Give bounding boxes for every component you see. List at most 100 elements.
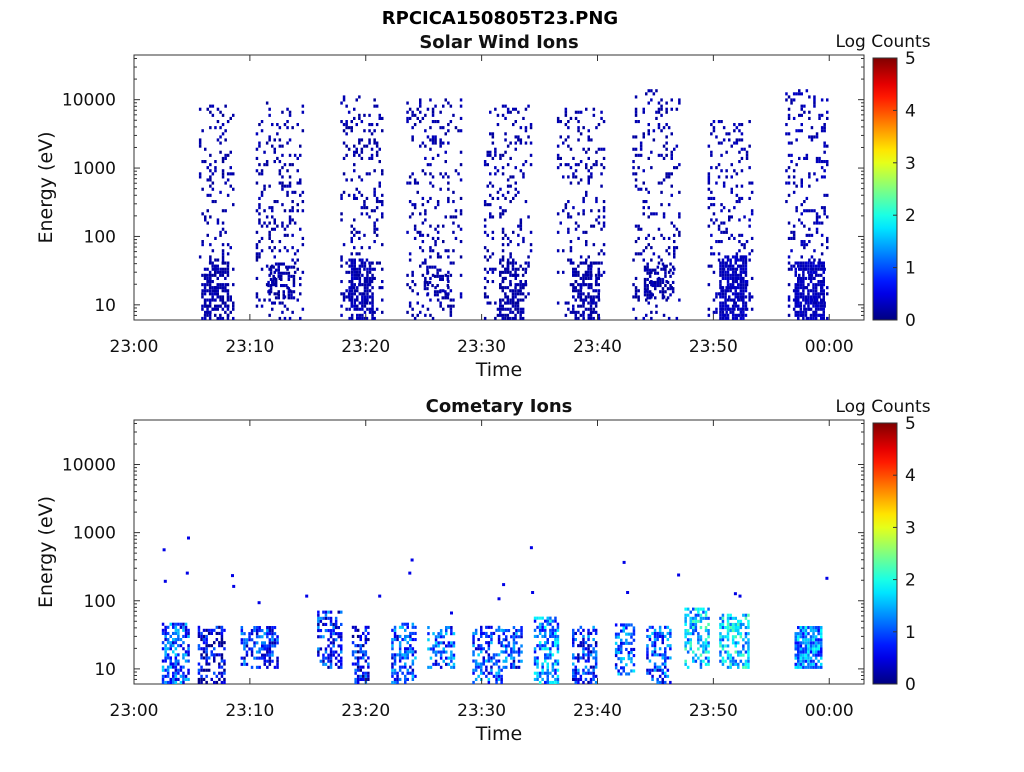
data-cell — [574, 656, 577, 660]
data-cell — [497, 653, 501, 657]
data-cell — [348, 292, 351, 296]
data-cell — [721, 638, 725, 642]
data-cell — [541, 665, 544, 669]
data-cell — [501, 270, 504, 274]
data-cell — [574, 631, 577, 635]
data-cell — [317, 613, 320, 617]
data-cell — [632, 166, 635, 170]
data-cell — [361, 264, 364, 268]
data-cell — [177, 668, 180, 672]
data-cell — [802, 656, 805, 660]
data-cell — [166, 656, 170, 660]
data-cell — [232, 267, 235, 271]
data-cell — [364, 671, 368, 675]
data-cell — [506, 307, 510, 311]
colorbar-label: Log Counts — [835, 397, 930, 417]
data-cell — [731, 629, 735, 633]
data-cell — [712, 120, 716, 124]
data-cell — [187, 644, 190, 648]
data-cell — [501, 172, 505, 176]
data-cell — [224, 286, 227, 290]
data-cell — [721, 635, 725, 639]
data-cell — [411, 203, 414, 207]
data-cell — [452, 298, 455, 302]
panel-title: Solar Wind Ions — [419, 32, 578, 53]
data-cell — [348, 280, 351, 284]
data-cell — [515, 641, 518, 645]
data-cell — [365, 196, 369, 200]
data-cell — [266, 635, 269, 639]
data-cell — [587, 147, 590, 151]
data-cell — [647, 243, 650, 247]
data-cell — [360, 246, 364, 250]
data-cell — [538, 644, 542, 648]
data-cell — [817, 650, 820, 654]
data-cell — [280, 277, 283, 281]
data-cell — [594, 653, 598, 657]
data-cell — [209, 169, 212, 173]
data-cell — [450, 650, 453, 654]
data-cell — [486, 150, 489, 154]
data-cell — [243, 632, 246, 636]
data-cell — [491, 196, 495, 200]
data-cell — [822, 313, 825, 317]
data-cell — [805, 196, 809, 200]
data-cell — [368, 276, 372, 280]
data-cell — [459, 163, 463, 167]
data-cell — [353, 261, 356, 265]
data-cell — [426, 135, 430, 139]
data-cell — [579, 289, 583, 293]
data-cell — [483, 246, 487, 250]
data-cell — [210, 628, 213, 632]
data-cell — [360, 193, 364, 197]
data-cell — [742, 267, 745, 271]
data-cell — [554, 680, 557, 684]
data-cell — [582, 292, 585, 296]
data-cell — [291, 246, 294, 250]
data-cell — [449, 104, 453, 108]
data-cell — [699, 616, 703, 620]
data-cell — [219, 233, 222, 237]
data-cell — [356, 286, 359, 290]
data-cell — [472, 659, 475, 663]
data-cell — [504, 313, 507, 317]
data-cell — [293, 190, 297, 194]
data-cell — [549, 671, 552, 675]
data-cell — [301, 243, 305, 247]
data-cell — [551, 674, 555, 678]
data-cell — [694, 653, 698, 657]
data-cell — [214, 273, 217, 277]
data-cell — [164, 628, 167, 632]
data-cell — [413, 113, 417, 117]
data-cell — [646, 628, 649, 632]
data-cell — [707, 616, 710, 620]
data-cell — [820, 267, 823, 271]
data-cell — [444, 273, 447, 277]
data-cell — [647, 129, 650, 133]
data-cell — [808, 135, 811, 139]
data-cell — [587, 631, 590, 635]
data-cell — [719, 653, 722, 657]
data-cell — [332, 626, 335, 630]
data-cell — [209, 215, 212, 219]
data-cell — [721, 267, 725, 271]
data-cell — [332, 644, 335, 648]
data-cell — [226, 178, 230, 182]
data-cell — [283, 304, 287, 308]
data-cell — [802, 641, 805, 645]
data-cell — [582, 196, 585, 200]
data-cell — [720, 120, 723, 124]
data-cell — [522, 175, 525, 179]
data-cell — [219, 110, 222, 114]
data-cell — [646, 647, 649, 651]
data-cell — [689, 619, 692, 623]
data-cell — [446, 277, 450, 281]
data-cell — [444, 249, 447, 253]
data-cell — [820, 301, 823, 305]
data-cell — [747, 650, 750, 654]
data-cell — [817, 292, 820, 296]
data-cell — [282, 284, 285, 288]
data-cell — [684, 647, 687, 651]
data-cell — [785, 200, 788, 204]
data-cell — [813, 98, 816, 102]
